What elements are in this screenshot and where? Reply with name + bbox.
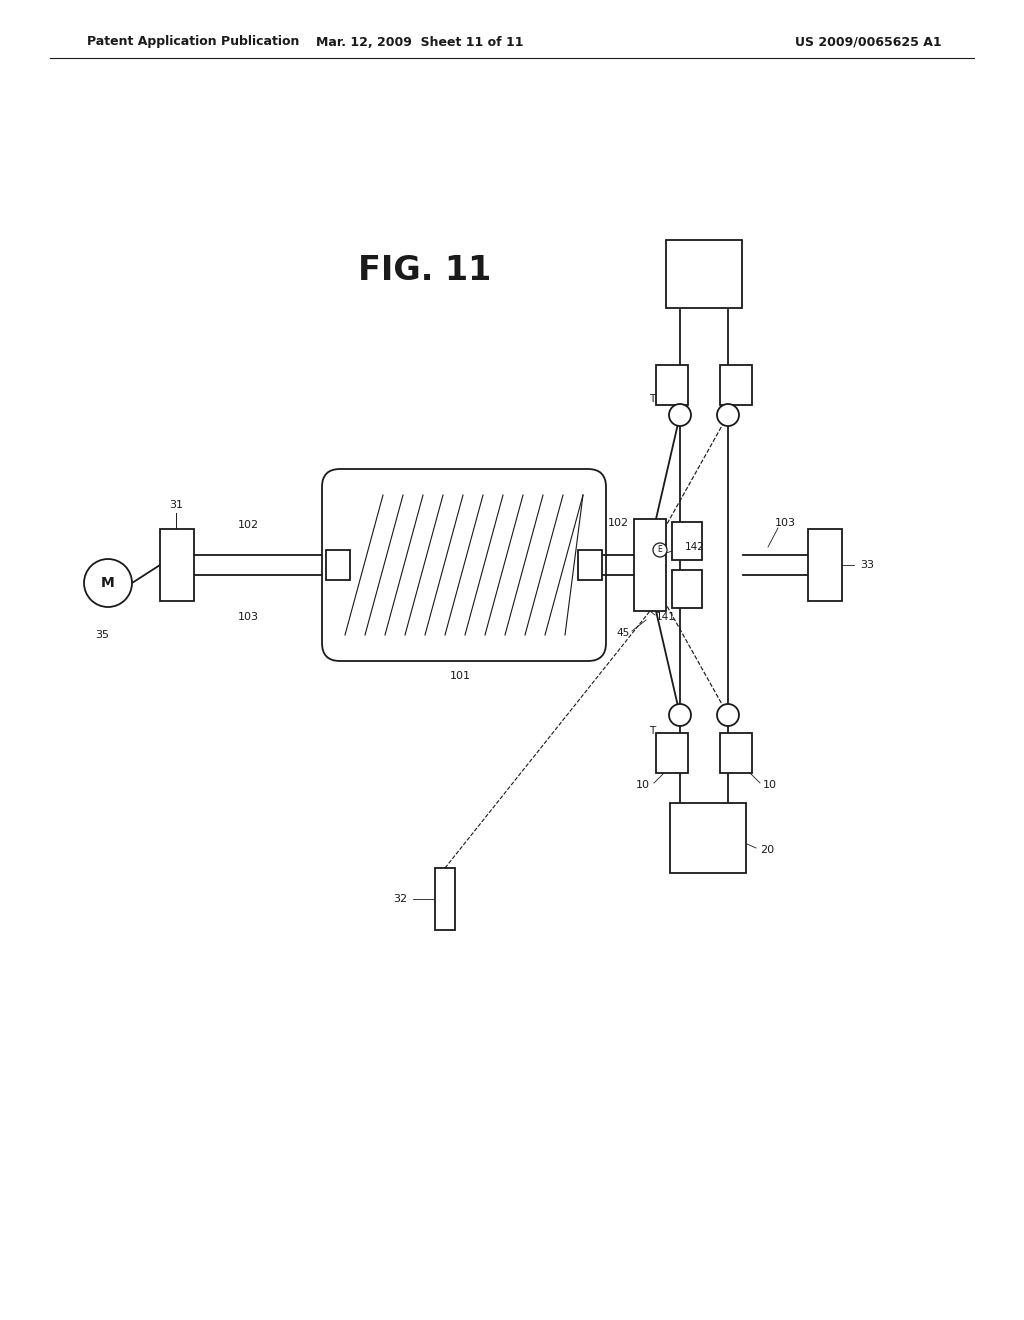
Text: 142: 142: [685, 543, 705, 552]
Circle shape: [653, 543, 667, 557]
Bar: [656, 733, 688, 774]
Text: US 2009/0065625 A1: US 2009/0065625 A1: [795, 36, 941, 49]
Bar: [672, 521, 702, 560]
Bar: [634, 519, 666, 611]
Bar: [435, 869, 455, 931]
Text: 10: 10: [636, 780, 650, 789]
Text: 45: 45: [616, 628, 630, 638]
Bar: [808, 529, 842, 601]
Text: Patent Application Publication: Patent Application Publication: [87, 36, 299, 49]
Bar: [720, 366, 752, 405]
Text: 102: 102: [607, 517, 629, 528]
Text: 10: 10: [763, 780, 777, 789]
Circle shape: [669, 704, 691, 726]
Text: 31: 31: [169, 500, 183, 510]
Text: M: M: [101, 576, 115, 590]
Bar: [160, 529, 194, 601]
Bar: [656, 366, 688, 405]
Circle shape: [669, 404, 691, 426]
Text: E: E: [657, 545, 663, 554]
Text: 103: 103: [775, 517, 796, 528]
Bar: [666, 240, 742, 308]
Bar: [578, 550, 602, 579]
Text: T: T: [649, 393, 655, 404]
Text: T: T: [649, 726, 655, 737]
FancyBboxPatch shape: [322, 469, 606, 661]
Circle shape: [717, 404, 739, 426]
Text: 33: 33: [860, 560, 874, 570]
Text: 102: 102: [238, 520, 259, 531]
Bar: [720, 733, 752, 774]
Text: 101: 101: [450, 671, 470, 681]
Text: 20: 20: [760, 845, 774, 855]
Bar: [670, 803, 746, 873]
Circle shape: [84, 558, 132, 607]
Text: FIG. 11: FIG. 11: [358, 253, 492, 286]
Text: 141: 141: [656, 612, 676, 622]
Text: 35: 35: [95, 630, 109, 640]
Text: Mar. 12, 2009  Sheet 11 of 11: Mar. 12, 2009 Sheet 11 of 11: [316, 36, 523, 49]
Text: 103: 103: [238, 612, 258, 622]
Text: 32: 32: [393, 894, 407, 904]
Circle shape: [717, 704, 739, 726]
Bar: [326, 550, 350, 579]
Bar: [672, 570, 702, 609]
